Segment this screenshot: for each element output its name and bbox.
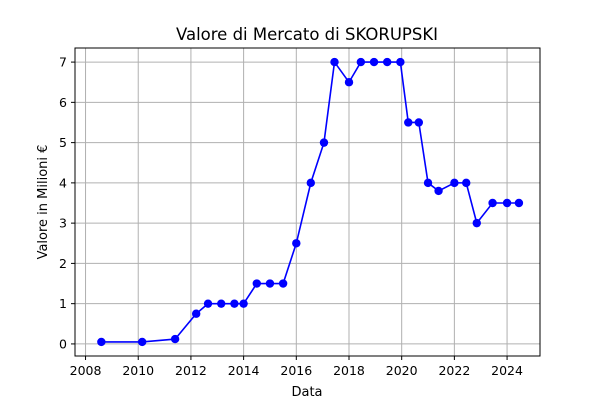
data-point [191,309,201,318]
data-point [137,337,147,347]
x-tick-label: 2016 [280,363,312,378]
y-tick-label: 7 [59,55,67,70]
x-tick-label: 2008 [70,363,102,378]
series-line [101,59,519,343]
x-tick-label: 2018 [333,363,365,378]
data-point [488,198,497,208]
data-point [472,218,481,228]
y-tick-label: 4 [59,175,67,190]
x-tick-label: 2010 [122,363,154,378]
data-point [414,118,424,127]
y-tick-label: 1 [59,296,67,311]
grid-lines [75,48,540,356]
x-tick-label: 2024 [491,363,523,378]
data-point [97,337,106,347]
data-point [514,198,524,208]
data-point [203,299,213,308]
chart-title: Valore di Mercato di SKORUPSKI [176,25,438,44]
data-point [265,279,275,288]
data-point [306,178,315,188]
x-tick-label: 2022 [438,363,470,378]
data-point [319,138,329,147]
data-point [356,57,366,67]
data-point [230,299,239,308]
x-tick-label: 2020 [386,363,418,378]
axis-ticks: 2008 2010 2012 2014 2016 2018 2020 2022 2024 0 1 2 3… [59,55,523,378]
y-tick-label: 6 [59,95,67,110]
data-point [278,279,288,288]
data-point [292,239,301,248]
y-tick-label: 2 [59,256,67,271]
data-point [423,178,433,188]
data-point [434,186,443,196]
x-tick-label: 2014 [228,363,260,378]
data-point [404,118,413,127]
data-point [170,334,180,344]
data-point [450,178,459,188]
data-point [502,198,512,208]
data-point [382,57,392,67]
plot-frame [74,47,541,357]
data-point [344,78,354,87]
x-tick-label: 2012 [175,363,207,378]
y-axis-label: Valore in Milioni € [36,145,51,260]
y-tick-label: 5 [59,135,67,150]
data-point [396,57,405,67]
series-layer [97,57,524,347]
data-point [252,279,261,288]
data-point [217,299,226,308]
y-tick-label: 0 [59,336,67,351]
data-point [462,178,471,188]
x-axis-label: Data [291,385,322,400]
y-tick-label: 3 [59,216,67,231]
data-point [369,57,379,67]
data-point [330,57,339,67]
data-point [239,299,248,308]
